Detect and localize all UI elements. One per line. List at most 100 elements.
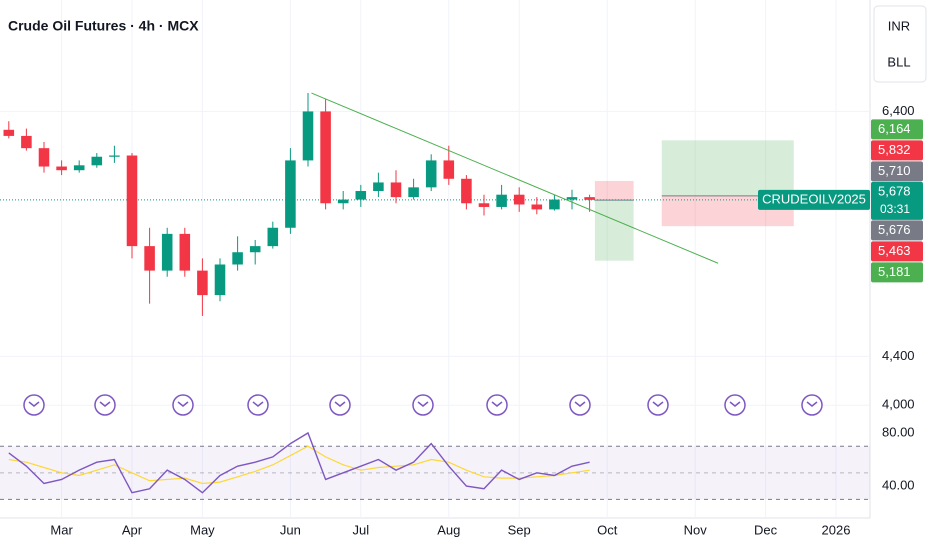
- event-arrow: [574, 401, 586, 407]
- candle-body: [38, 148, 50, 167]
- price-label: 6,164: [878, 121, 911, 136]
- x-tick-label: Mar: [50, 522, 73, 537]
- price-label: 5,676: [878, 222, 911, 237]
- candle-body: [390, 182, 402, 198]
- x-tick-label: Jul: [352, 522, 369, 537]
- countdown: 03:31: [880, 202, 910, 216]
- event-arrow: [417, 401, 429, 407]
- event-circle: [724, 394, 746, 416]
- rsi-tick-label: 80.00: [882, 424, 915, 439]
- candle-body: [197, 270, 208, 296]
- event-circle: [486, 394, 508, 416]
- event-icon: [23, 394, 45, 416]
- candle-body: [549, 199, 560, 210]
- y-tick-label: 4,400: [882, 348, 915, 363]
- event-icon: [412, 394, 434, 416]
- x-tick-label: 2026: [822, 522, 851, 537]
- y-tick-label: 6,400: [882, 103, 915, 118]
- rsi-tick-label: 40.00: [882, 478, 915, 493]
- event-circle: [23, 394, 45, 416]
- event-circle: [801, 394, 823, 416]
- candle-body: [337, 199, 349, 204]
- candle-body: [425, 160, 437, 188]
- event-icon: [801, 394, 823, 416]
- last-price-bg: [871, 181, 923, 220]
- rsi-ma-line: [8, 445, 590, 485]
- event-arrow: [28, 401, 40, 407]
- x-tick-label: Nov: [684, 522, 708, 537]
- price-label-bg: [871, 119, 923, 140]
- x-tick-label: Sep: [508, 522, 531, 537]
- event-icon: [647, 394, 669, 416]
- unit-button[interactable]: BLL: [887, 54, 910, 69]
- candle-body: [249, 246, 261, 253]
- event-arrow: [729, 401, 741, 407]
- price-label: 5,181: [878, 264, 911, 279]
- candle-body: [496, 194, 507, 207]
- currency-button[interactable]: INR: [888, 18, 910, 33]
- candle-body: [179, 233, 191, 271]
- symbol-tag-bg: [758, 189, 870, 210]
- candle-body: [3, 129, 15, 136]
- event-circle: [412, 394, 434, 416]
- event-icon: [172, 394, 194, 416]
- candle-body: [21, 135, 32, 149]
- chart-title: Crude Oil Futures · 4h · MCX: [8, 18, 199, 34]
- candle-body: [320, 111, 331, 204]
- event-arrow: [177, 401, 189, 407]
- x-tick-label: Apr: [122, 522, 143, 537]
- candle-body: [214, 264, 226, 296]
- event-arrow: [334, 401, 346, 407]
- event-icon: [569, 394, 591, 416]
- event-icon: [329, 394, 351, 416]
- candle-body: [232, 252, 243, 265]
- position-zone: [661, 140, 794, 196]
- candle-body: [478, 203, 490, 207]
- event-circle: [94, 394, 116, 416]
- event-icon: [247, 394, 269, 416]
- event-circle: [647, 394, 669, 416]
- price-label-bg: [871, 262, 923, 283]
- candle-body: [302, 111, 314, 161]
- candle-body: [443, 160, 455, 179]
- price-label-bg: [871, 220, 923, 241]
- event-arrow: [806, 401, 818, 407]
- candle-body: [144, 246, 155, 271]
- candle-body: [566, 197, 578, 200]
- event-icon: [94, 394, 116, 416]
- candle-body: [513, 194, 525, 205]
- price-label-bg: [871, 241, 923, 262]
- y-tick-label: 4,000: [882, 397, 915, 412]
- price-label-bg: [871, 161, 923, 182]
- event-arrow: [652, 401, 664, 407]
- event-circle: [569, 394, 591, 416]
- candle-body: [373, 182, 384, 192]
- last-price-label: 5,678: [878, 183, 911, 198]
- candle-body: [408, 187, 419, 198]
- position-zone: [594, 200, 634, 261]
- symbol-tag: CRUDEOILV2025: [762, 191, 866, 206]
- candle-body: [73, 165, 85, 171]
- event-circle: [247, 394, 269, 416]
- position-zone: [594, 180, 634, 201]
- x-tick-label: May: [190, 522, 215, 537]
- candle-body: [56, 166, 67, 171]
- price-label: 5,832: [878, 142, 911, 157]
- candle-body: [531, 204, 543, 210]
- event-arrow: [99, 401, 111, 407]
- candle-body: [126, 155, 138, 247]
- candle-body: [109, 155, 120, 157]
- event-arrow: [252, 401, 264, 407]
- event-arrow: [491, 401, 503, 407]
- candle-body: [285, 160, 296, 228]
- rsi-line: [8, 431, 590, 494]
- event-icon: [486, 394, 508, 416]
- x-tick-label: Dec: [754, 522, 778, 537]
- candle-body: [267, 227, 279, 247]
- unit-panel: [873, 5, 927, 83]
- x-tick-label: Oct: [597, 522, 618, 537]
- candle-body: [91, 156, 103, 166]
- x-tick-label: Jun: [280, 522, 301, 537]
